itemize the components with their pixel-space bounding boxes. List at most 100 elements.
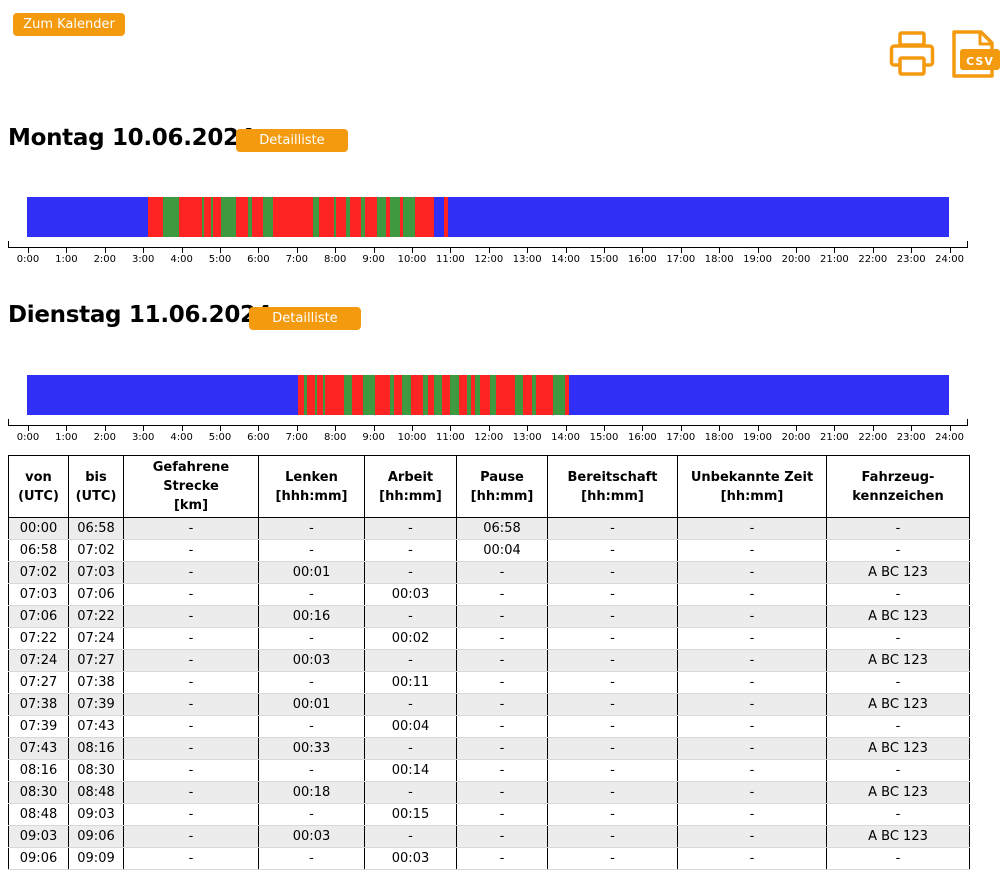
table-cell: A BC 123 — [826, 693, 970, 716]
table-cell: - — [677, 825, 827, 848]
table-cell: 08:16 — [8, 759, 69, 782]
timeline-segment-work — [564, 375, 569, 415]
table-row: 00:00 06:58- - -06:58- - - — [8, 517, 970, 540]
table-row: 07:38 07:39-00:01- - - - A BC 123 — [8, 693, 970, 716]
table-cell: 00:15 — [364, 803, 457, 826]
axis-tick — [143, 247, 145, 253]
table-cell: - — [456, 715, 548, 738]
axis-tick — [527, 247, 529, 253]
axis-tick — [604, 247, 605, 253]
axis-tick — [796, 247, 797, 253]
table-cell: - — [677, 627, 827, 650]
axis-tick-label: 17:00 — [666, 432, 696, 443]
table-cell: 09:03 — [8, 825, 69, 848]
axis-tick — [565, 247, 567, 253]
table-cell: A BC 123 — [826, 781, 970, 804]
timeline-segment-pause — [27, 197, 148, 237]
table-cell: - — [258, 715, 365, 738]
table-row: 09:06 09:09- -00:03- - - - — [8, 847, 970, 870]
table-cell: A BC 123 — [826, 605, 970, 628]
timeline-segment-work — [522, 375, 533, 415]
axis-tick — [680, 247, 682, 253]
axis-tick-label: 15:00 — [589, 254, 619, 265]
axis-tick — [373, 247, 375, 253]
table-cell: - — [456, 561, 548, 584]
timeline-segment-work — [386, 197, 391, 237]
detail-list-button[interactable]: Detailliste — [236, 129, 348, 152]
axis-tick — [335, 247, 337, 253]
axis-tick — [872, 425, 874, 431]
table-cell: - — [677, 781, 827, 804]
timeline-segment-work — [393, 375, 402, 415]
calendar-button[interactable]: Zum Kalender — [13, 13, 125, 36]
table-cell: 07:03 — [68, 561, 124, 584]
day-title: Dienstag 11.06.2024 — [8, 302, 272, 328]
timeline-segment-pause — [568, 375, 949, 415]
table-cell: - — [547, 649, 678, 672]
table-cell: - — [456, 825, 548, 848]
timeline-segment-driving — [201, 197, 204, 237]
table-cell: 07:38 — [68, 671, 124, 694]
timeline-segment-work — [317, 375, 323, 415]
table-cell: - — [456, 847, 548, 870]
table-cell: - — [826, 583, 970, 606]
timeline-segment-driving — [401, 375, 412, 415]
table-cell: 07:43 — [68, 715, 124, 738]
axis-tick-label: 16:00 — [627, 254, 657, 265]
table-cell: - — [547, 517, 678, 540]
table-cell: - — [547, 781, 678, 804]
table-cell: 00:01 — [258, 693, 365, 716]
table-cell: - — [123, 803, 259, 826]
column-header: Lenken [hhh:mm] — [258, 455, 365, 518]
table-cell: - — [826, 671, 970, 694]
table-cell: - — [123, 781, 259, 804]
axis-tick — [66, 247, 68, 253]
csv-file-icon[interactable]: CSV — [950, 30, 1000, 78]
table-cell: - — [364, 693, 457, 716]
timeline-segment-work — [415, 197, 435, 237]
timeline-segment-driving — [553, 375, 565, 415]
axis-tick — [220, 425, 221, 431]
table-cell: - — [547, 539, 678, 562]
table-cell: A BC 123 — [826, 825, 970, 848]
detail-list-button[interactable]: Detailliste — [249, 307, 361, 330]
table-cell: 00:16 — [258, 605, 365, 628]
timeline-segment-driving — [376, 197, 387, 237]
axis-tick — [220, 247, 221, 253]
timeline-segment-work — [307, 375, 316, 415]
table-cell: - — [547, 715, 678, 738]
table-row: 08:16 08:30- -00:14- - - - — [8, 759, 970, 782]
axis-tick-label: 8:00 — [323, 432, 347, 443]
table-cell: - — [547, 583, 678, 606]
axis-tick-label: 22:00 — [858, 254, 888, 265]
table-cell: - — [456, 781, 548, 804]
axis-tick-label: 1:00 — [55, 254, 78, 265]
table-cell: - — [456, 605, 548, 628]
table-cell: - — [123, 737, 259, 760]
axis-tick — [911, 425, 913, 431]
table-cell: - — [826, 847, 970, 870]
table-cell: 07:03 — [8, 583, 69, 606]
timeline-segment-driving — [390, 375, 394, 415]
table-cell: - — [547, 627, 678, 650]
axis-tick — [488, 425, 490, 431]
axis-tick — [412, 425, 413, 431]
axis-tick — [719, 247, 721, 253]
axis-tick-label: 7:00 — [285, 432, 309, 443]
table-cell: - — [123, 649, 259, 672]
table-cell: - — [677, 715, 827, 738]
table-cell: 08:48 — [68, 781, 124, 804]
axis-tick — [66, 425, 68, 431]
column-header: Unbekannte Zeit [hh:mm] — [677, 455, 827, 518]
table-cell: 07:02 — [68, 539, 124, 562]
axis-end-tick — [967, 419, 968, 426]
table-cell: 00:03 — [364, 583, 457, 606]
printer-icon[interactable] — [889, 30, 935, 78]
table-row: 09:03 09:06-00:03- - - - A BC 123 — [8, 825, 970, 848]
time-axis: 0:00 1:00 2:00 3:00 4:00 5:00 6:00 7:00 8:00 9:00… — [0, 419, 1003, 443]
table-cell: - — [677, 671, 827, 694]
axis-tick-label: 16:00 — [627, 432, 657, 443]
axis-tick-label: 13:00 — [512, 432, 542, 443]
axis-line — [8, 247, 968, 248]
table-cell: - — [123, 825, 259, 848]
